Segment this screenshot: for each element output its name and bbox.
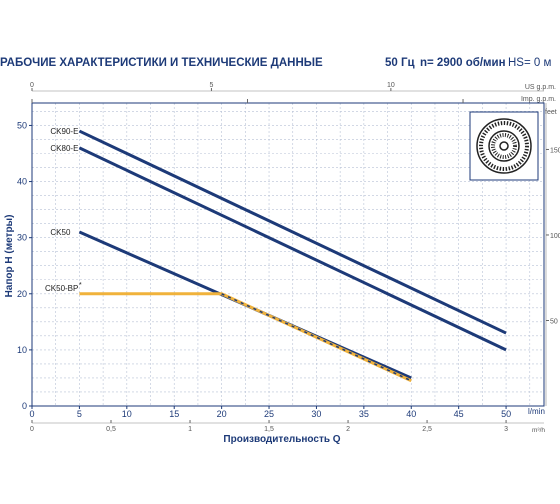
series-label-ck80-e: CK80-E [50, 144, 78, 153]
y-tick-label: 10 [17, 345, 27, 355]
x-tick-label: 20 [217, 409, 227, 419]
page-title: РАБОЧИЕ ХАРАКТЕРИСТИКИ И ТЕХНИЧЕСКИЕ ДАН… [0, 57, 323, 69]
m3h-unit: m³/h [532, 427, 545, 434]
speed-label: n= 2900 об/мин [420, 57, 506, 69]
frequency-label: 50 Гц [385, 57, 415, 69]
x-tick-label: 15 [169, 409, 179, 419]
curve-ck80-e [78, 146, 507, 352]
x-axis-title: Производительность Q [223, 434, 340, 445]
plot-frame [31, 102, 545, 407]
m3h-tick-label: 3 [504, 426, 508, 433]
y-tick-label: 50 [17, 120, 27, 130]
x-tick-label: 35 [359, 409, 369, 419]
us-gpm-tick-label: 10 [387, 82, 395, 89]
y-tick-label: 30 [17, 233, 27, 243]
feet-tick-label: 150 [550, 147, 560, 154]
curve-ck90-e [78, 129, 507, 335]
chart-grid [32, 103, 544, 406]
us-gpm-tick-label: 5 [209, 82, 213, 89]
chart-series: CK90-E CK80-E CK50 CK50-BP * [45, 127, 507, 383]
m3h-tick-label: 0 [30, 426, 34, 433]
m3h-tick-label: 1,5 [264, 426, 274, 433]
x-axis-unit: l/min [528, 407, 545, 416]
hs-label: HS= 0 м [508, 57, 552, 69]
m3h-tick-label: 1 [188, 426, 192, 433]
x-tick-label: 25 [264, 409, 274, 419]
x-tick-label: 10 [122, 409, 132, 419]
x-tick-label: 30 [311, 409, 321, 419]
us-gpm-tick-label: 0 [30, 82, 34, 89]
feet-tick-label: 100 [550, 233, 560, 240]
y-tick-label: 20 [17, 289, 27, 299]
m3h-tick-label: 0,5 [106, 426, 116, 433]
m3h-tick-label: 2,5 [422, 426, 432, 433]
series-label-ck50: CK50 [50, 228, 71, 237]
x-tick-label: 0 [29, 409, 34, 419]
series-label-ck90-e: CK90-E [50, 127, 78, 136]
y-tick-label: 40 [17, 177, 27, 187]
m3h-tick-label: 2 [346, 426, 350, 433]
impeller-icon [469, 111, 539, 181]
series-label-ck50-bp: CK50-BP [45, 284, 78, 293]
us-gpm-unit: US g.p.m. [525, 84, 556, 91]
feet-unit: feet [545, 109, 557, 116]
y-tick-label: 0 [22, 401, 27, 411]
x-tick-label: 40 [406, 409, 416, 419]
x-tick-label: 50 [501, 409, 511, 419]
x-tick-label: 45 [454, 409, 464, 419]
y-axis-title: Напор H (метры) [4, 215, 15, 298]
feet-tick-label: 50 [550, 318, 558, 325]
series-marker-ck50-bp: * [79, 282, 82, 289]
imp-gpm-unit: Imp. g.p.m. [521, 96, 556, 103]
x-tick-label: 5 [77, 409, 82, 419]
